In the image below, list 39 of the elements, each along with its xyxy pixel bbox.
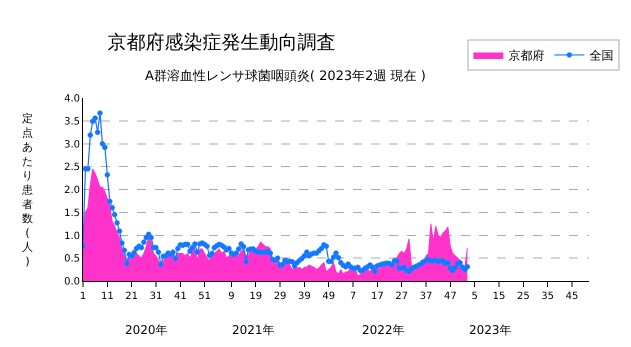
x-tick-label: 5 <box>471 291 478 302</box>
y-tick-label: 0.5 <box>64 254 80 265</box>
chart-subtitle: A群溶血性レンサ球菌咽頭炎( 2023年2週 現在 ) <box>145 68 426 84</box>
y-tick-label: 4.0 <box>64 94 80 104</box>
x-tick-label: 11 <box>100 291 114 302</box>
x-tick-label: 25 <box>516 291 530 302</box>
text: 定点あたり患者数(人) <box>22 112 33 268</box>
x-tick-label: 35 <box>541 291 554 302</box>
x-tick-label: 9 <box>228 291 235 302</box>
y-tick-label: 3.0 <box>64 139 80 150</box>
text: 2020年 <box>125 323 168 337</box>
x-tick-label: 49 <box>322 291 336 302</box>
legend-label: 全国 <box>589 48 614 63</box>
x-tick-label: 7 <box>350 291 356 302</box>
x-tick-label: 45 <box>566 291 578 302</box>
x-tick-label: 37 <box>420 291 432 302</box>
x-tick-label: 39 <box>298 291 311 302</box>
y-tick-label: 2.0 <box>64 185 80 196</box>
y-tick-label: 1.0 <box>64 230 80 242</box>
text: 2023年 <box>469 323 512 337</box>
y-tick-label: 1.5 <box>64 208 80 219</box>
x-tick-label: 29 <box>274 291 286 302</box>
y-tick-label: 3.5 <box>64 116 80 128</box>
text: 2021年 <box>232 323 275 337</box>
x-tick-label: 1 <box>80 291 86 302</box>
x-tick-label: 17 <box>370 291 384 302</box>
x-tick-label: 51 <box>198 291 211 302</box>
chart-title: 京都府感染症発生動向調査 <box>107 31 336 54</box>
y-tick-label: 0.0 <box>64 276 80 288</box>
x-tick-label: 21 <box>125 291 138 302</box>
x-tick-label: 15 <box>492 291 506 302</box>
text: 2022年 <box>362 323 405 337</box>
x-tick-label: 27 <box>395 291 408 302</box>
y-tick-label: 2.5 <box>64 162 80 174</box>
x-tick-label: 41 <box>174 291 187 302</box>
x-tick-label: 47 <box>444 291 457 302</box>
legend-label: 京都府 <box>508 48 544 63</box>
x-tick-label: 19 <box>249 291 262 302</box>
x-tick-label: 31 <box>150 291 162 302</box>
